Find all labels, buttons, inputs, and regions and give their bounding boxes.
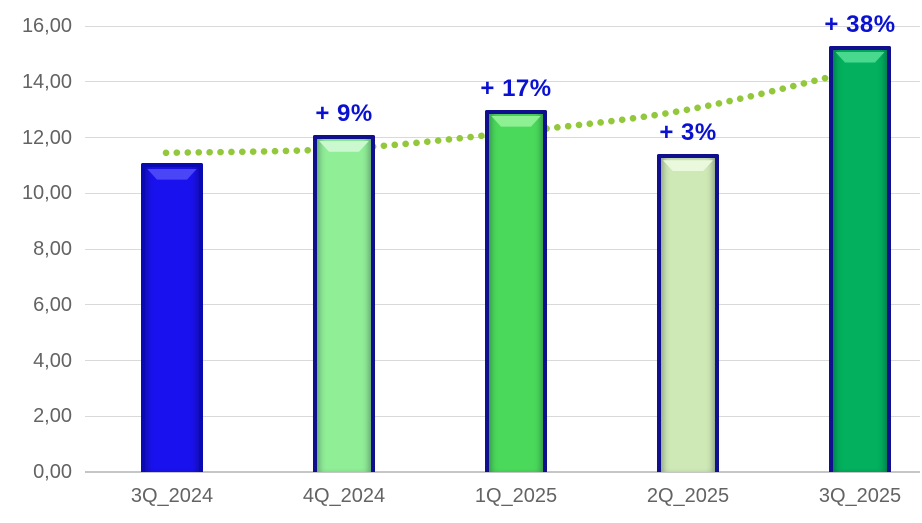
bar-percent-label: + 9% [315, 99, 373, 127]
x-axis-tick-label: 4Q_2024 [302, 485, 386, 507]
x-axis-line [85, 471, 920, 473]
y-axis-tick-label: 0,00 [33, 461, 72, 483]
bar-bevel-highlight [147, 168, 197, 180]
y-axis-tick-label: 16,00 [21, 15, 72, 37]
bar [829, 45, 891, 472]
x-axis-tick-label: 3Q_2024 [130, 485, 214, 507]
y-axis-tick-label: 8,00 [33, 238, 72, 260]
bar [485, 109, 547, 472]
bar-bevel-highlight [491, 115, 541, 127]
y-axis-tick-label: 12,00 [21, 126, 72, 149]
y-axis-tick-label: 2,00 [33, 405, 72, 428]
bar [313, 134, 375, 472]
bar [141, 162, 203, 472]
y-axis-tick-label: 6,00 [33, 293, 72, 316]
bar-percent-label: + 3% [659, 119, 717, 147]
y-axis-tick-label: 4,00 [33, 349, 72, 372]
x-axis-tick-label: 1Q_2025 [474, 485, 558, 507]
x-axis-tick-label: 3Q_2025 [818, 485, 902, 507]
y-axis-tick-label: 10,00 [21, 182, 72, 205]
bar-percent-label: + 38% [824, 10, 896, 38]
bar-percent-label: + 17% [480, 74, 552, 102]
x-axis-tick-label: 2Q_2025 [646, 485, 730, 507]
bar-bevel-highlight [319, 140, 369, 152]
bar-bevel-highlight [835, 51, 885, 63]
gridline [85, 25, 920, 27]
bar-bevel-highlight [663, 160, 713, 172]
y-axis-tick-label: 14,00 [21, 70, 72, 93]
bar [657, 154, 719, 472]
